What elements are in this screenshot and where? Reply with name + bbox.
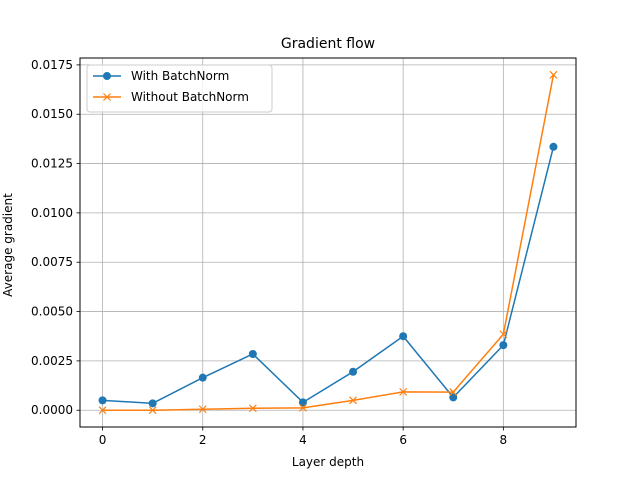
y-axis-title: Average gradient [1, 193, 15, 297]
x-marker-stroke [198, 405, 207, 414]
data-point-with-batchnorm [198, 373, 207, 382]
data-point-without-batchnorm [399, 387, 408, 396]
legend: With BatchNorm Without BatchNorm [86, 64, 273, 113]
legend-marker-without-batchnorm [103, 93, 111, 101]
legend-label-with-batchnorm: With BatchNorm [131, 69, 229, 83]
x-tick-label: 8 [500, 433, 508, 447]
x-marker-stroke [399, 387, 408, 396]
x-marker-stroke [148, 406, 157, 415]
data-point-with-batchnorm [98, 396, 107, 405]
x-marker-stroke [299, 403, 307, 412]
series-layer [98, 70, 558, 415]
y-tick-label: 0.0125 [31, 157, 73, 171]
legend-box [86, 64, 273, 113]
data-point-without-batchnorm [299, 403, 307, 412]
data-point-with-batchnorm [549, 142, 558, 151]
data-point-without-batchnorm [98, 406, 107, 415]
x-axis-title: Layer depth [292, 455, 364, 469]
y-tick-label: 0.0075 [31, 255, 73, 269]
y-tick-label: 0.0025 [31, 354, 73, 368]
chart-title: Gradient flow [281, 36, 375, 52]
series-line-with-batchnorm [102, 146, 555, 405]
data-point-without-batchnorm [549, 70, 558, 79]
x-marker-stroke [103, 93, 111, 101]
axis-ticks: 0 2 4 6 8 0.0000 0.0025 0.0050 0.0075 0.0100 0.012… [31, 58, 507, 447]
legend-marker-with-batchnorm [103, 72, 111, 80]
x-tick-label: 6 [399, 433, 407, 447]
x-tick-label: 4 [299, 433, 307, 447]
data-point-without-batchnorm [148, 406, 157, 415]
x-tick-label: 0 [99, 433, 107, 447]
data-point-with-batchnorm [248, 349, 257, 358]
data-point-without-batchnorm [248, 404, 257, 413]
y-tick-label: 0.0050 [31, 305, 73, 319]
series-line-without-batchnorm [102, 74, 555, 411]
data-point-with-batchnorm [298, 398, 307, 407]
data-point-without-batchnorm [499, 330, 508, 339]
grid-lines [80, 58, 576, 427]
x-marker-stroke [248, 404, 257, 413]
y-tick-label: 0.0100 [31, 206, 73, 220]
x-marker-stroke [449, 388, 458, 396]
data-point-with-batchnorm [349, 367, 358, 376]
y-tick-label: 0.0150 [31, 107, 73, 121]
x-marker-stroke [499, 330, 508, 339]
data-point-with-batchnorm [399, 332, 408, 341]
y-tick-label: 0.0175 [31, 58, 73, 72]
x-tick-label: 2 [199, 433, 207, 447]
x-marker-stroke [549, 70, 558, 79]
data-point-without-batchnorm [349, 396, 357, 405]
legend-label-without-batchnorm: Without BatchNorm [131, 90, 249, 104]
data-point-without-batchnorm [449, 388, 458, 396]
x-marker-stroke [349, 396, 357, 405]
data-point-without-batchnorm [198, 405, 207, 414]
y-tick-label: 0.0000 [31, 403, 73, 417]
data-point-with-batchnorm [499, 341, 508, 350]
data-point-with-batchnorm [449, 393, 458, 402]
plot-frame [79, 57, 577, 428]
x-marker-stroke [98, 406, 107, 415]
data-point-with-batchnorm [148, 399, 157, 408]
